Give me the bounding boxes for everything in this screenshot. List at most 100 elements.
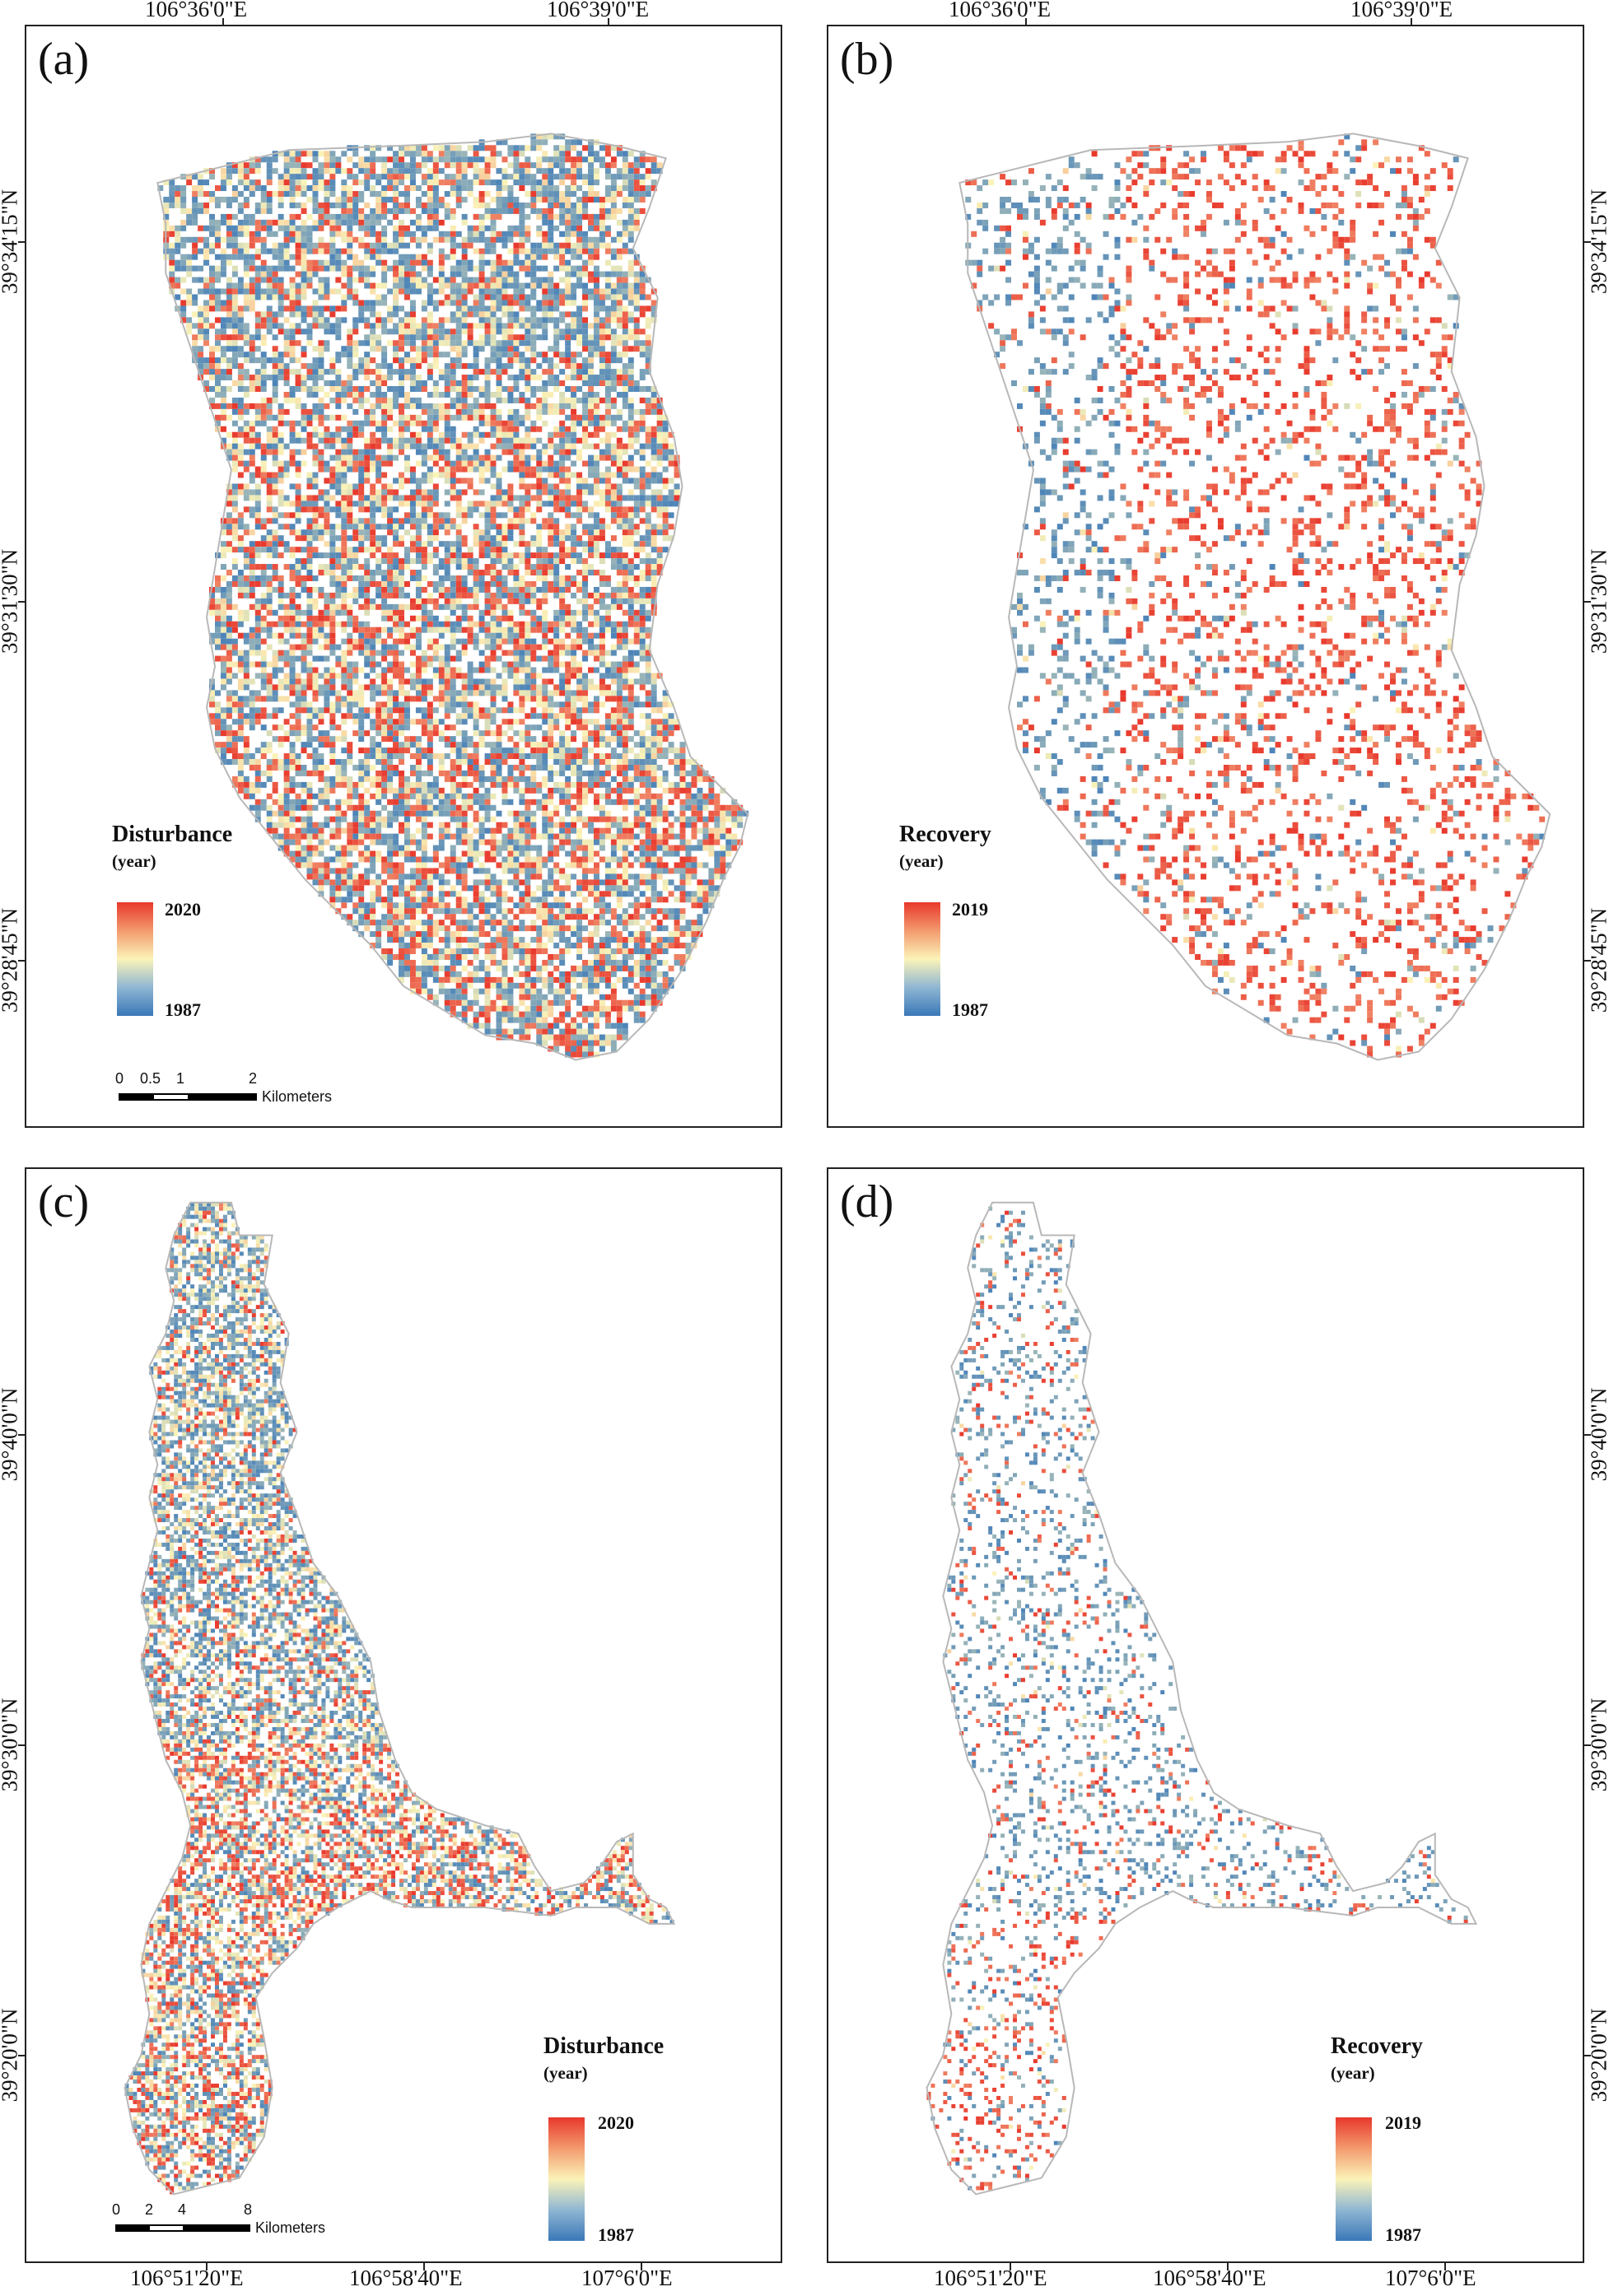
legend-b: Recovery (year) 2019 1987 [899, 822, 991, 1020]
raster-pixels [124, 1202, 674, 2195]
lat-label-a-2: 39°31'30"N [0, 548, 22, 654]
lon-label-b-top-2: 106°39'0"E [1350, 0, 1453, 21]
tick-mark [18, 1434, 26, 1436]
lon-label-b-top-1: 106°36'0"E [949, 0, 1052, 21]
legend-max-d: 2019 [1385, 2112, 1421, 2133]
panel-label-a: (a) [38, 34, 90, 85]
legend-title-b: Recovery [899, 822, 991, 847]
tick-mark [18, 2055, 26, 2056]
study-area-boundary [926, 1201, 1478, 2196]
study-area-map-d [926, 1201, 1478, 2196]
lon-label-d-3: 107°6'0"E [1385, 2266, 1476, 2290]
raster-pixels [157, 133, 749, 1058]
lon-label-c-3: 107°6'0"E [581, 2266, 673, 2290]
scale-label: 2 [249, 1070, 258, 1087]
legend-unit-b: (year) [899, 851, 944, 871]
tick-mark [1583, 1434, 1591, 1436]
scale-label: 0 [112, 2201, 121, 2218]
tick-mark [1025, 18, 1027, 26]
legend-min-b: 1987 [952, 999, 988, 1020]
raster-pixels [965, 133, 1546, 1058]
study-area-map-b [958, 133, 1551, 1061]
tick-mark [18, 960, 26, 962]
scale-label: 2 [145, 2201, 154, 2218]
lat-label-d-2: 39°30'0"N [1586, 1698, 1609, 1792]
scale-label: 4 [178, 2201, 187, 2218]
lat-label-b-1: 39°34'15"N [1586, 189, 1609, 295]
legend-title-d: Recovery [1331, 2033, 1423, 2059]
tick-mark [1583, 960, 1591, 962]
tick-mark [641, 2262, 642, 2270]
legend-c: Disturbance (year) 2020 1987 [543, 2033, 665, 2245]
tick-mark [1411, 18, 1412, 26]
lon-label-d-1: 106°51'20"E [934, 2266, 1047, 2290]
legend-unit-c: (year) [543, 2063, 588, 2083]
panel-label-b: (b) [840, 34, 894, 85]
study-area-boundary [958, 133, 1551, 1061]
study-area-map-c [124, 1201, 676, 2196]
tick-mark [1583, 241, 1591, 243]
scale-unit: Kilometers [255, 2219, 326, 2236]
scale-label: 0 [115, 1070, 124, 1087]
tick-mark [1010, 2262, 1011, 2270]
legend-d: Recovery (year) 2019 1987 [1331, 2033, 1423, 2245]
lat-label-c-1: 39°40'0"N [0, 1387, 22, 1482]
lon-label-c-2: 106°58'40"E [349, 2266, 463, 2290]
tick-mark [18, 241, 26, 243]
color-ramp-c [548, 2117, 585, 2241]
tick-mark [423, 2262, 425, 2270]
legend-unit-d: (year) [1331, 2063, 1375, 2083]
lat-label-b-2: 39°31'30"N [1586, 548, 1609, 654]
tick-mark [608, 18, 609, 26]
color-ramp-a [117, 902, 153, 1016]
tick-mark [18, 601, 26, 603]
tick-mark [206, 2262, 208, 2270]
map-panel-b: (b) Recovery (year) 2019 1987 [827, 25, 1584, 1128]
legend-max-a: 2020 [165, 899, 201, 920]
legend-min-c: 1987 [598, 2224, 634, 2245]
scale-label: 1 [176, 1070, 185, 1087]
legend-a: Disturbance (year) 2020 1987 [112, 822, 233, 1020]
scale-bar-segments [115, 2224, 250, 2232]
lat-label-c-3: 39°20'0"N [0, 2008, 22, 2103]
legend-title-c: Disturbance [543, 2033, 665, 2059]
legend-min-d: 1987 [1385, 2224, 1421, 2245]
study-area-boundary [156, 133, 749, 1061]
tick-mark [1227, 2262, 1229, 2270]
lat-label-a-3: 39°28'45"N [0, 907, 22, 1013]
lat-label-d-3: 39°20'0"N [1586, 2008, 1609, 2103]
lat-label-b-3: 39°28'45"N [1586, 907, 1609, 1013]
legend-min-a: 1987 [165, 999, 201, 1020]
panel-label-d: (d) [840, 1176, 894, 1227]
lat-label-d-1: 39°40'0"N [1586, 1387, 1609, 1482]
tick-mark [1583, 1744, 1591, 1746]
color-ramp-d [1336, 2117, 1372, 2241]
scale-label: 0.5 [140, 1070, 161, 1087]
lat-label-a-1: 39°34'15"N [0, 189, 22, 295]
map-panel-a: (a) Disturbance (year) 2020 1987 0 0.5 1… [25, 25, 782, 1128]
color-ramp-b [904, 902, 940, 1016]
study-area-boundary [124, 1201, 676, 2196]
legend-max-b: 2019 [952, 899, 988, 920]
study-area-map-a [156, 133, 749, 1061]
tick-mark [1444, 2262, 1446, 2270]
lon-label-d-2: 106°58'40"E [1153, 2266, 1266, 2290]
panel-label-c: (c) [38, 1176, 90, 1227]
legend-unit-a: (year) [112, 851, 156, 871]
legend-title-a: Disturbance [112, 822, 233, 847]
tick-mark [1583, 601, 1591, 603]
tick-mark [18, 1744, 26, 1746]
map-panel-c: (c) Disturbance (year) 2020 1987 0 2 4 8… [25, 1167, 782, 2263]
lon-label-a-top-2: 106°39'0"E [547, 0, 650, 21]
map-panel-d: (d) Recovery (year) 2019 1987 [827, 1167, 1584, 2263]
scale-bar-segments [119, 1093, 257, 1101]
scale-unit: Kilometers [262, 1088, 333, 1105]
tick-mark [222, 18, 224, 26]
lon-label-c-1: 106°51'20"E [130, 2266, 244, 2290]
tick-mark [1583, 2055, 1591, 2056]
lat-label-c-2: 39°30'0"N [0, 1698, 22, 1792]
legend-max-c: 2020 [598, 2112, 634, 2133]
scale-label: 8 [244, 2201, 253, 2218]
raster-pixels [926, 1206, 1468, 2191]
lon-label-a-top-1: 106°36'0"E [145, 0, 248, 21]
